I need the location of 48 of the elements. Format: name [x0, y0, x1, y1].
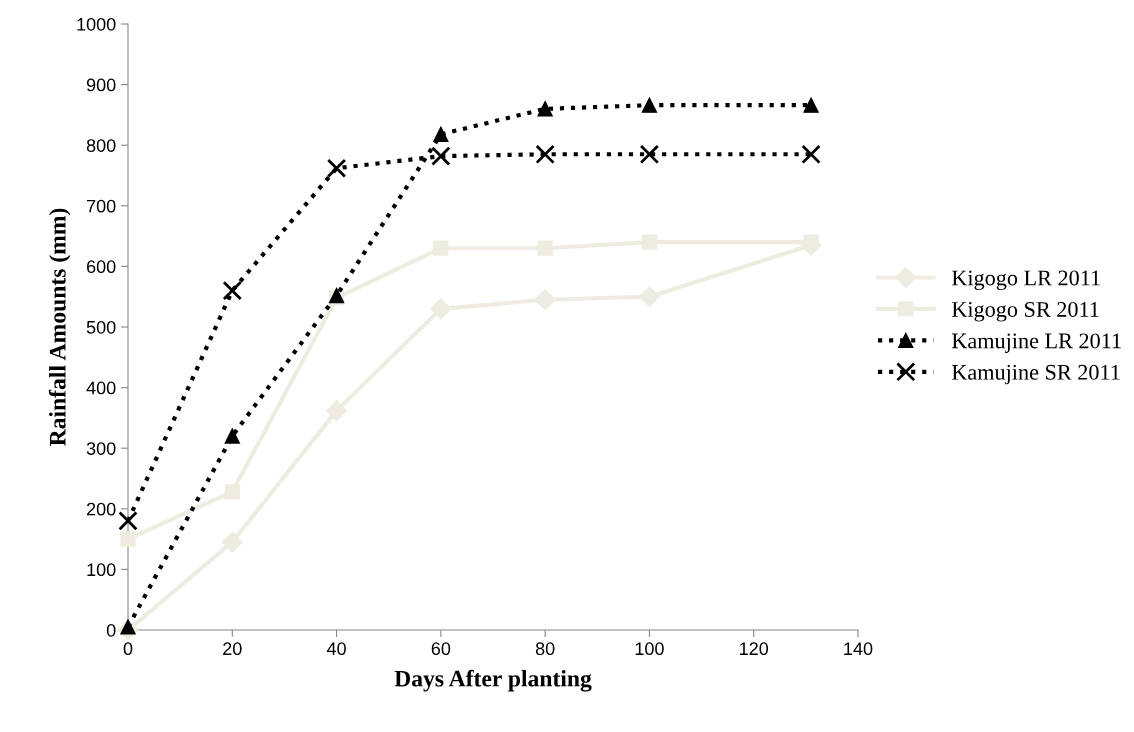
x-tick-label: 100 [635, 642, 664, 656]
point [639, 144, 660, 165]
x-tick-label: 80 [535, 642, 555, 656]
point [803, 97, 819, 113]
point [118, 511, 138, 531]
legend-label: Kamujine LR 2011 [951, 333, 1121, 353]
point [224, 484, 240, 500]
legend-label: Kamujine SR 2011 [951, 364, 1120, 385]
y-tick-label: 400 [86, 381, 116, 395]
y-tick-label: 900 [86, 78, 116, 92]
point [803, 234, 819, 250]
point [222, 280, 243, 301]
point [430, 298, 452, 320]
point [431, 146, 451, 166]
y-tick-label: 1000 [77, 17, 116, 31]
x-tick-label: 40 [326, 642, 346, 656]
legend-label: Kigogo LR 2011 [951, 270, 1100, 291]
y-tick-label: 800 [86, 139, 116, 152]
point [535, 144, 555, 165]
y-axis-title: Rainfall Amounts (mm) [48, 208, 71, 446]
point [641, 234, 658, 250]
point [433, 126, 449, 142]
point [326, 158, 347, 178]
x-axis-title: Days After planting [394, 669, 592, 692]
point [221, 531, 243, 553]
point [224, 428, 240, 444]
legend-label: Kigogo SR 2011 [951, 301, 1099, 322]
y-tick-label: 200 [86, 502, 116, 516]
point [537, 240, 553, 256]
point [326, 400, 348, 422]
point [120, 531, 136, 547]
point [801, 144, 821, 165]
x-tick-label: 20 [223, 642, 242, 656]
y-tick-label: 100 [87, 563, 116, 577]
y-tick-label: 600 [86, 260, 116, 274]
x-tick-label: 140 [844, 642, 873, 656]
y-tick-label: 700 [87, 199, 116, 213]
y-tick-label: 500 [86, 320, 116, 334]
y-tick-label: 300 [86, 442, 116, 455]
x-tick-label: 60 [431, 642, 451, 656]
y-tick-label: 0 [106, 623, 116, 637]
point [433, 240, 449, 256]
point [638, 286, 660, 308]
x-tick-label: 0 [123, 642, 133, 656]
point [641, 97, 658, 113]
point [537, 101, 553, 117]
point [534, 289, 556, 311]
x-tick-label: 120 [740, 642, 769, 656]
